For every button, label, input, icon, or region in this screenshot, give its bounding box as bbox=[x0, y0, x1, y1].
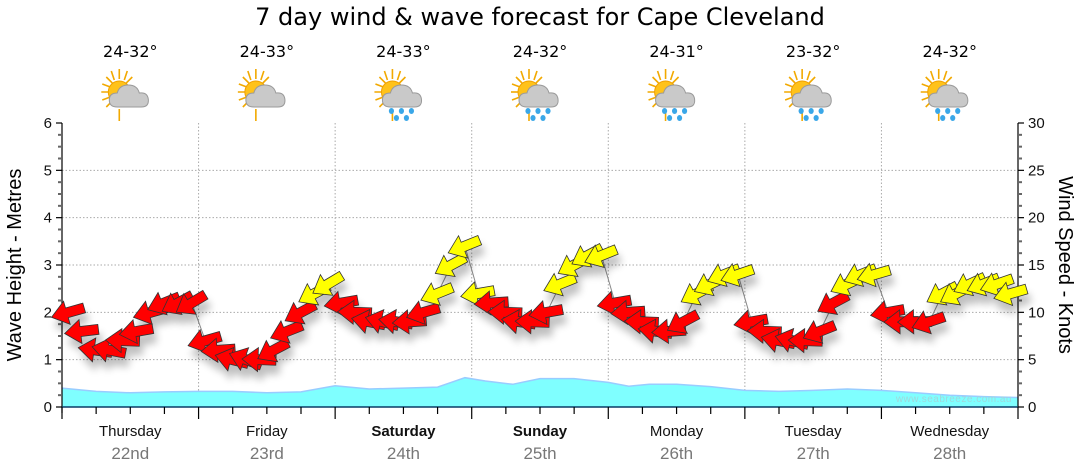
sun-cloud-rain-icon bbox=[919, 68, 969, 122]
y-tick-label: 5 bbox=[44, 162, 52, 179]
wind-connector bbox=[874, 274, 889, 313]
wind-arrow bbox=[175, 289, 209, 315]
x-date-label: 22nd bbox=[111, 444, 149, 463]
wind-arrow bbox=[802, 320, 838, 344]
y-tick-label: 6 bbox=[44, 115, 52, 132]
x-day-label: Sunday bbox=[513, 423, 568, 440]
x-day-label: Saturday bbox=[371, 423, 436, 440]
y2-tick-label: 5 bbox=[1028, 352, 1036, 369]
chart-title: 7 day wind & wave forecast for Cape Clev… bbox=[255, 3, 825, 31]
wind-connector bbox=[737, 274, 753, 322]
wind-arrow bbox=[187, 328, 223, 354]
wind-arrow bbox=[911, 310, 947, 335]
partly-cloudy-icon bbox=[237, 68, 286, 122]
y2-tick-label: 30 bbox=[1028, 115, 1045, 132]
wind-arrow bbox=[610, 299, 646, 326]
x-date-label: 26th bbox=[660, 444, 693, 463]
wind-arrow bbox=[447, 234, 483, 259]
y-tick-label: 2 bbox=[44, 304, 52, 321]
wind-arrow bbox=[473, 290, 509, 316]
sun-cloud-rain-icon bbox=[783, 68, 832, 122]
sun-cloud-rain-icon bbox=[510, 68, 559, 122]
wind-connector bbox=[600, 255, 616, 304]
wind-arrow bbox=[528, 299, 564, 326]
x-day-label: Monday bbox=[650, 423, 704, 440]
wind-connector bbox=[464, 245, 480, 294]
wind-arrow bbox=[460, 281, 496, 307]
wind-arrow bbox=[420, 282, 455, 306]
x-day-label: Friday bbox=[246, 423, 288, 440]
y2-tick-label: 15 bbox=[1028, 257, 1045, 274]
y-tick-label: 0 bbox=[44, 399, 52, 416]
watermark: www.seabreeze.com.au bbox=[895, 394, 1012, 405]
y-tick-label: 3 bbox=[44, 257, 52, 274]
wind-arrow bbox=[856, 262, 892, 288]
x-day-label: Thursday bbox=[99, 423, 162, 440]
wind-arrow bbox=[720, 262, 756, 288]
x-axis-labels: Thursday 22nd Friday 23rd Saturday 24th Sunday… bbox=[99, 423, 990, 463]
weather-icons bbox=[100, 68, 969, 122]
wave-height-line bbox=[61, 376, 1019, 399]
wind-arrow bbox=[91, 337, 127, 363]
wind-arrow bbox=[979, 272, 1015, 297]
wind-arrow bbox=[118, 318, 155, 345]
wind-arrow bbox=[596, 290, 633, 316]
y-tick-label: 4 bbox=[44, 210, 52, 227]
y2-tick-label: 10 bbox=[1028, 304, 1045, 321]
y-tick-label: 1 bbox=[44, 352, 52, 369]
wind-arrow bbox=[993, 281, 1029, 307]
day-temperature: 24-31° bbox=[649, 42, 704, 61]
wind-arrow bbox=[63, 318, 100, 345]
day-temperature: 24-32° bbox=[103, 42, 158, 61]
wind-connector bbox=[191, 302, 206, 341]
axes: 0 1 2 3 4 5 6 0 5 10 15 20 25 30 bbox=[44, 115, 1045, 419]
wind-arrow bbox=[584, 244, 619, 268]
x-day-label: Wednesday bbox=[910, 423, 989, 440]
day-temperature: 23-32° bbox=[785, 42, 841, 61]
x-date-label: 24th bbox=[387, 444, 420, 463]
x-date-label: 23rd bbox=[250, 444, 284, 463]
sun-cloud-rain-icon bbox=[373, 68, 423, 122]
x-day-label: Tuesday bbox=[785, 423, 842, 440]
y2-axis-title: Wind Speed - Knots bbox=[1054, 176, 1076, 354]
wind-arrows bbox=[50, 234, 1029, 373]
wave-height-fill bbox=[62, 377, 1018, 407]
wind-arrow bbox=[312, 270, 346, 296]
day-temperature: 24-33° bbox=[376, 42, 431, 61]
day-temperature: 24-32° bbox=[922, 42, 977, 61]
y2-tick-label: 0 bbox=[1028, 399, 1036, 416]
wind-arrow bbox=[869, 299, 906, 326]
sun-cloud-rain-icon bbox=[646, 68, 696, 122]
partly-cloudy-icon bbox=[100, 68, 149, 122]
x-date-label: 25th bbox=[523, 444, 556, 463]
x-date-label: 28th bbox=[933, 444, 966, 463]
y2-tick-label: 25 bbox=[1028, 162, 1045, 179]
day-temperature: 24-33° bbox=[239, 42, 295, 61]
y2-tick-label: 20 bbox=[1028, 210, 1045, 227]
wave-area bbox=[61, 376, 1019, 407]
x-date-label: 27th bbox=[797, 444, 830, 463]
day-temperature: 24-32° bbox=[512, 42, 568, 61]
y-axis-title: Wave Height - Metres bbox=[4, 169, 26, 362]
wind-arrow bbox=[50, 300, 87, 326]
wind-arrow bbox=[666, 309, 701, 334]
